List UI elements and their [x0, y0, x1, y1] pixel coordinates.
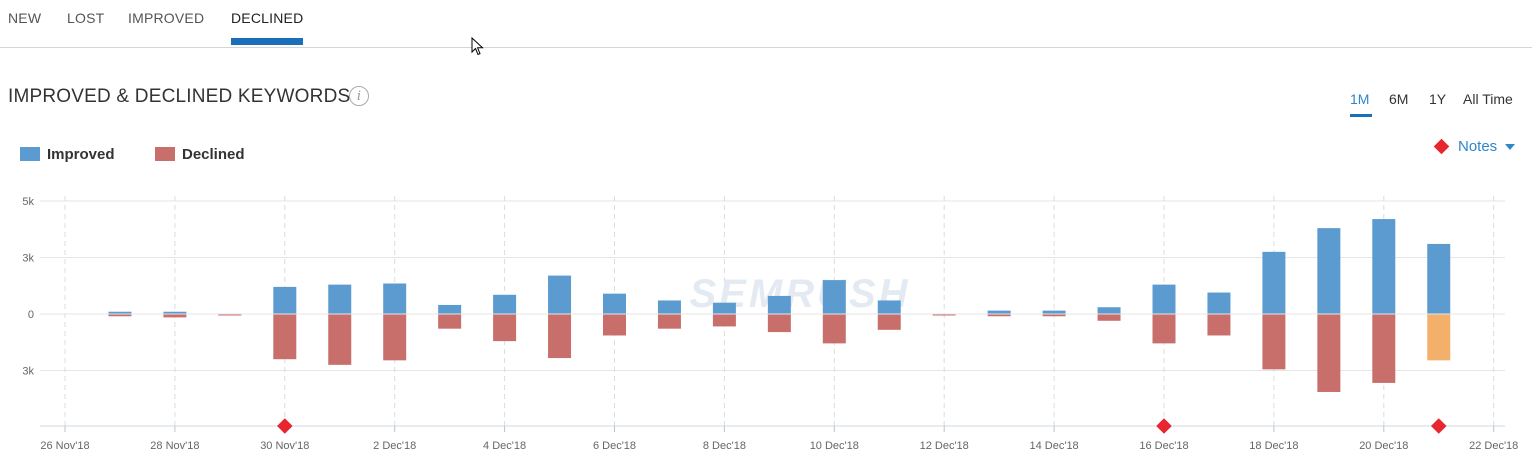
legend-swatch-improved [20, 147, 40, 161]
declined-bar[interactable] [548, 314, 572, 359]
x-tick-label: 20 Dec'18 [1359, 440, 1408, 452]
improved-bar[interactable] [383, 283, 407, 314]
improved-bar[interactable] [822, 280, 846, 314]
notes-label: Notes [1458, 138, 1498, 155]
note-marker[interactable] [1156, 418, 1172, 434]
declined-bar[interactable] [712, 314, 736, 327]
declined-bar[interactable] [1152, 314, 1176, 344]
legend-improved[interactable]: Improved [20, 145, 115, 163]
tab-improved[interactable]: IMPROVED [128, 10, 205, 26]
improved-bar[interactable] [1427, 243, 1451, 314]
tab-new[interactable]: NEW [8, 10, 42, 26]
x-tick-label: 30 Nov'18 [260, 440, 309, 452]
declined-bar[interactable] [1317, 314, 1341, 392]
x-tick-label: 16 Dec'18 [1139, 440, 1188, 452]
declined-bar[interactable] [1262, 314, 1286, 370]
improved-bar[interactable] [108, 311, 132, 314]
legend-label-declined: Declined [182, 145, 245, 163]
improved-bar[interactable] [1372, 219, 1396, 314]
info-icon[interactable]: i [349, 86, 369, 106]
y-tick-label: 5k [22, 196, 34, 208]
improved-bar[interactable] [657, 300, 681, 314]
section-title: IMPROVED & DECLINED KEYWORDS [8, 86, 351, 107]
x-tick-label: 26 Nov'18 [40, 440, 89, 452]
declined-bar[interactable] [273, 314, 297, 360]
active-tab-indicator [231, 38, 303, 45]
range-all-time[interactable]: All Time [1463, 91, 1513, 107]
improved-bar[interactable] [548, 275, 572, 314]
range-6m[interactable]: 6M [1389, 91, 1409, 107]
active-range-indicator [1350, 114, 1372, 117]
declined-bar[interactable] [1372, 314, 1396, 383]
declined-bar[interactable] [438, 314, 462, 329]
range-1m[interactable]: 1M [1350, 91, 1370, 107]
improved-bar[interactable] [767, 295, 791, 314]
improved-bar[interactable] [438, 304, 462, 314]
declined-bar[interactable] [932, 314, 956, 316]
improved-bar[interactable] [1207, 292, 1231, 314]
declined-bar[interactable] [1097, 314, 1121, 321]
x-tick-label: 12 Dec'18 [920, 440, 969, 452]
declined-bar[interactable] [218, 314, 242, 316]
improved-bar[interactable] [493, 294, 517, 314]
improved-bar[interactable] [328, 284, 352, 314]
declined-bar[interactable] [1207, 314, 1231, 336]
x-tick-label: 28 Nov'18 [150, 440, 199, 452]
improved-bar[interactable] [1152, 284, 1176, 314]
improved-bar[interactable] [712, 302, 736, 314]
chevron-down-icon [1505, 143, 1516, 150]
declined-bar[interactable] [877, 314, 901, 330]
mouse-cursor-icon [471, 37, 484, 56]
declined-bar[interactable] [822, 314, 846, 344]
x-tick-label: 4 Dec'18 [483, 440, 526, 452]
note-marker[interactable] [1430, 418, 1447, 434]
declined-bar[interactable] [383, 314, 407, 361]
y-tick-label: 3k [22, 366, 34, 378]
improved-bar[interactable] [1262, 251, 1286, 314]
x-tick-label: 2 Dec'18 [373, 440, 416, 452]
improved-bar[interactable] [1097, 307, 1121, 314]
improved-bar[interactable] [987, 310, 1011, 314]
declined-bar[interactable] [108, 314, 132, 317]
x-axis-labels: 26 Nov'18 28 Nov'18 30 Nov'18 2 Dec'18 4 Dec… [40, 440, 1518, 452]
improved-bar[interactable] [273, 286, 297, 314]
y-tick-label: 3k [22, 253, 34, 265]
x-tick-label: 22 Dec'18 [1469, 440, 1518, 452]
declined-bar[interactable] [987, 314, 1011, 317]
declined-bar[interactable] [1427, 314, 1451, 361]
improved-bar[interactable] [1317, 228, 1341, 314]
x-tick-label: 18 Dec'18 [1249, 440, 1298, 452]
declined-bar[interactable] [328, 314, 352, 365]
x-tick-label: 8 Dec'18 [703, 440, 746, 452]
y-axis-labels: 5k 3k 0 3k [22, 196, 34, 378]
x-tick-label: 14 Dec'18 [1029, 440, 1078, 452]
declined-bar[interactable] [1042, 314, 1066, 317]
tab-declined[interactable]: DECLINED [231, 10, 304, 26]
x-tick-label: 10 Dec'18 [810, 440, 859, 452]
improved-bar[interactable] [877, 300, 901, 314]
improved-bar[interactable] [163, 311, 187, 314]
improved-bar[interactable] [1042, 310, 1066, 314]
note-marker[interactable] [277, 418, 293, 434]
legend-swatch-declined [155, 147, 175, 161]
improved-bar[interactable] [603, 293, 626, 314]
declined-bar[interactable] [163, 314, 187, 318]
tab-lost[interactable]: LOST [67, 10, 105, 26]
declined-bar[interactable] [603, 314, 626, 336]
range-1y[interactable]: 1Y [1429, 91, 1447, 107]
chart-bars [40, 219, 1505, 392]
y-tick-label: 0 [28, 309, 34, 321]
x-tick-label: 6 Dec'18 [593, 440, 636, 452]
declined-bar[interactable] [767, 314, 791, 333]
declined-bar[interactable] [493, 314, 517, 342]
report-tabs: NEW LOST IMPROVED DECLINED [0, 0, 1532, 48]
notes-dropdown[interactable]: Notes [1433, 138, 1516, 155]
declined-bar[interactable] [657, 314, 681, 329]
legend-label-improved: Improved [47, 145, 115, 163]
legend-declined[interactable]: Declined [155, 145, 245, 163]
